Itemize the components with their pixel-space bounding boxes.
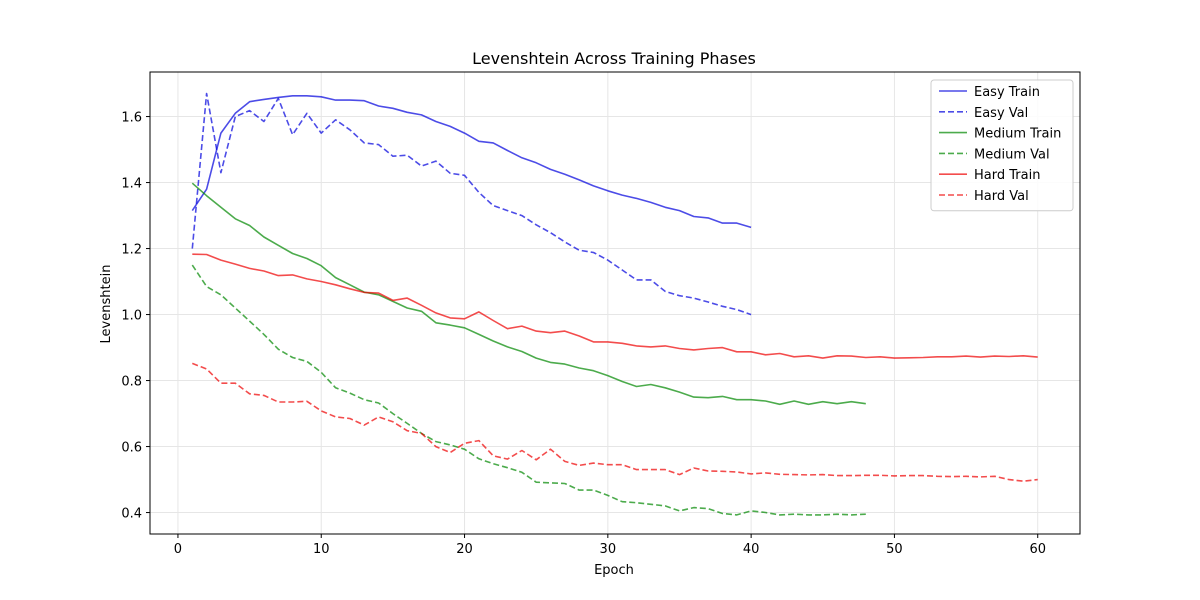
x-tick-label: 50 [886,542,903,557]
y-tick-label: 0.6 [121,441,142,456]
y-tick-label: 1.2 [121,243,142,258]
y-axis: 0.4 0.6 0.8 1.0 1.2 1.4 1.6 [121,111,150,522]
legend-label: Medium Val [974,147,1050,162]
x-tick-label: 20 [456,542,473,557]
legend-label: Medium Train [974,127,1061,142]
y-tick-label: 1.6 [121,111,142,126]
series-line-easy-val [191,92,752,316]
chart-title: Levenshtein Across Training Phases [472,49,756,68]
grid [150,72,1080,534]
legend: Easy Train Easy Val Medium Train Medium Val… [930,79,1074,212]
y-axis-label: Levenshtein [99,265,114,344]
x-tick-label: 60 [1029,542,1046,557]
series-group [191,92,1038,516]
y-tick-label: 0.4 [121,507,142,522]
series-line-hard-train [192,253,1038,359]
x-tick-label: 30 [600,542,617,557]
legend-label: Hard Val [974,189,1029,204]
series-line-medium-val [191,264,866,516]
x-tick-label: 0 [174,542,182,557]
plot-frame [149,71,1081,535]
x-axis: 0 10 20 30 40 50 60 [174,534,1046,557]
x-tick-label: 10 [313,542,330,557]
x-axis-label: Epoch [594,563,634,578]
series-line-hard-val [192,362,1038,483]
legend-label: Easy Train [974,85,1040,100]
y-tick-label: 1.4 [121,177,142,192]
y-tick-label: 1.0 [121,309,142,324]
legend-label: Easy Val [974,106,1028,121]
series-line-medium-train [191,182,866,406]
legend-label: Hard Train [974,168,1040,183]
y-tick-label: 0.8 [121,375,142,390]
series-line-easy-train [191,95,752,229]
x-tick-label: 40 [743,542,760,557]
legend-box [930,79,1074,212]
